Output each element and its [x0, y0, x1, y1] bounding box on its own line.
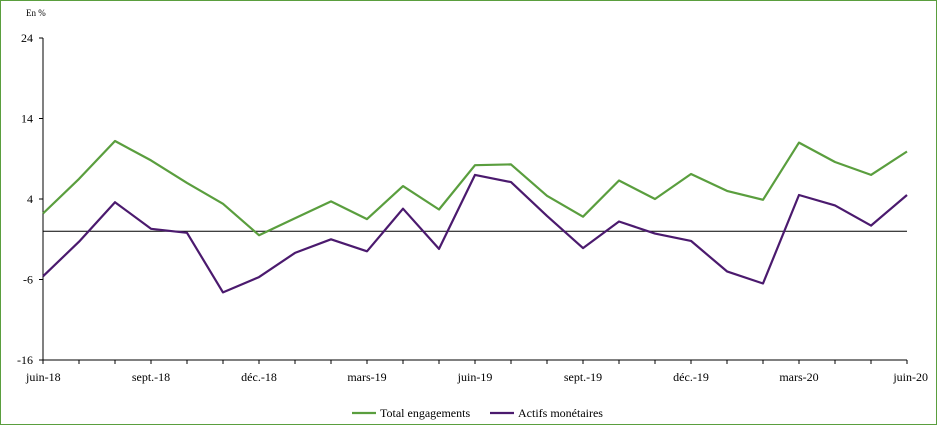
y-tick-label: 14 [21, 112, 33, 126]
x-tick-label: juin-20 [892, 370, 928, 384]
x-tick-label: déc.-19 [673, 370, 709, 384]
x-tick-label: déc.-18 [241, 370, 277, 384]
x-tick-label: sept.-18 [132, 370, 170, 384]
y-tick-label: -6 [23, 273, 33, 287]
series-line-actifs-monetaires [42, 173, 908, 294]
x-tick-label: juin-18 [25, 370, 61, 384]
x-tick-label: juin-19 [457, 370, 493, 384]
legend-label: Actifs monétaires [518, 406, 603, 420]
legend-label: Total engagements [380, 406, 470, 420]
y-unit-label: En % [26, 8, 46, 18]
y-tick-label: 4 [27, 192, 33, 206]
y-tick-label: 24 [21, 31, 33, 45]
legend: Total engagements Actifs monétaires [352, 406, 603, 420]
axes: En % -16 -6 4 14 24 juin-18 sept.-18 déc.-18 mars… [17, 8, 928, 384]
series-layer [42, 139, 908, 294]
y-tick-label: -16 [17, 353, 33, 367]
x-tick-label: mars-19 [347, 370, 386, 384]
x-tick-label: sept.-19 [564, 370, 602, 384]
x-tick-label: mars-20 [779, 370, 818, 384]
series-line-total-engagements [42, 139, 908, 237]
